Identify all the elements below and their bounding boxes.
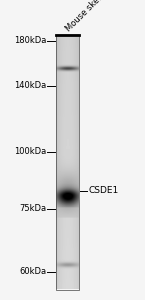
Text: 60kDa: 60kDa bbox=[19, 267, 46, 276]
Bar bbox=[56, 34, 79, 290]
Text: Mouse skeletal muscle: Mouse skeletal muscle bbox=[64, 0, 138, 33]
Text: 180kDa: 180kDa bbox=[14, 36, 46, 45]
Text: 100kDa: 100kDa bbox=[14, 147, 46, 156]
Text: CSDE1: CSDE1 bbox=[89, 186, 119, 195]
Text: 140kDa: 140kDa bbox=[14, 81, 46, 90]
Text: 75kDa: 75kDa bbox=[19, 204, 46, 213]
